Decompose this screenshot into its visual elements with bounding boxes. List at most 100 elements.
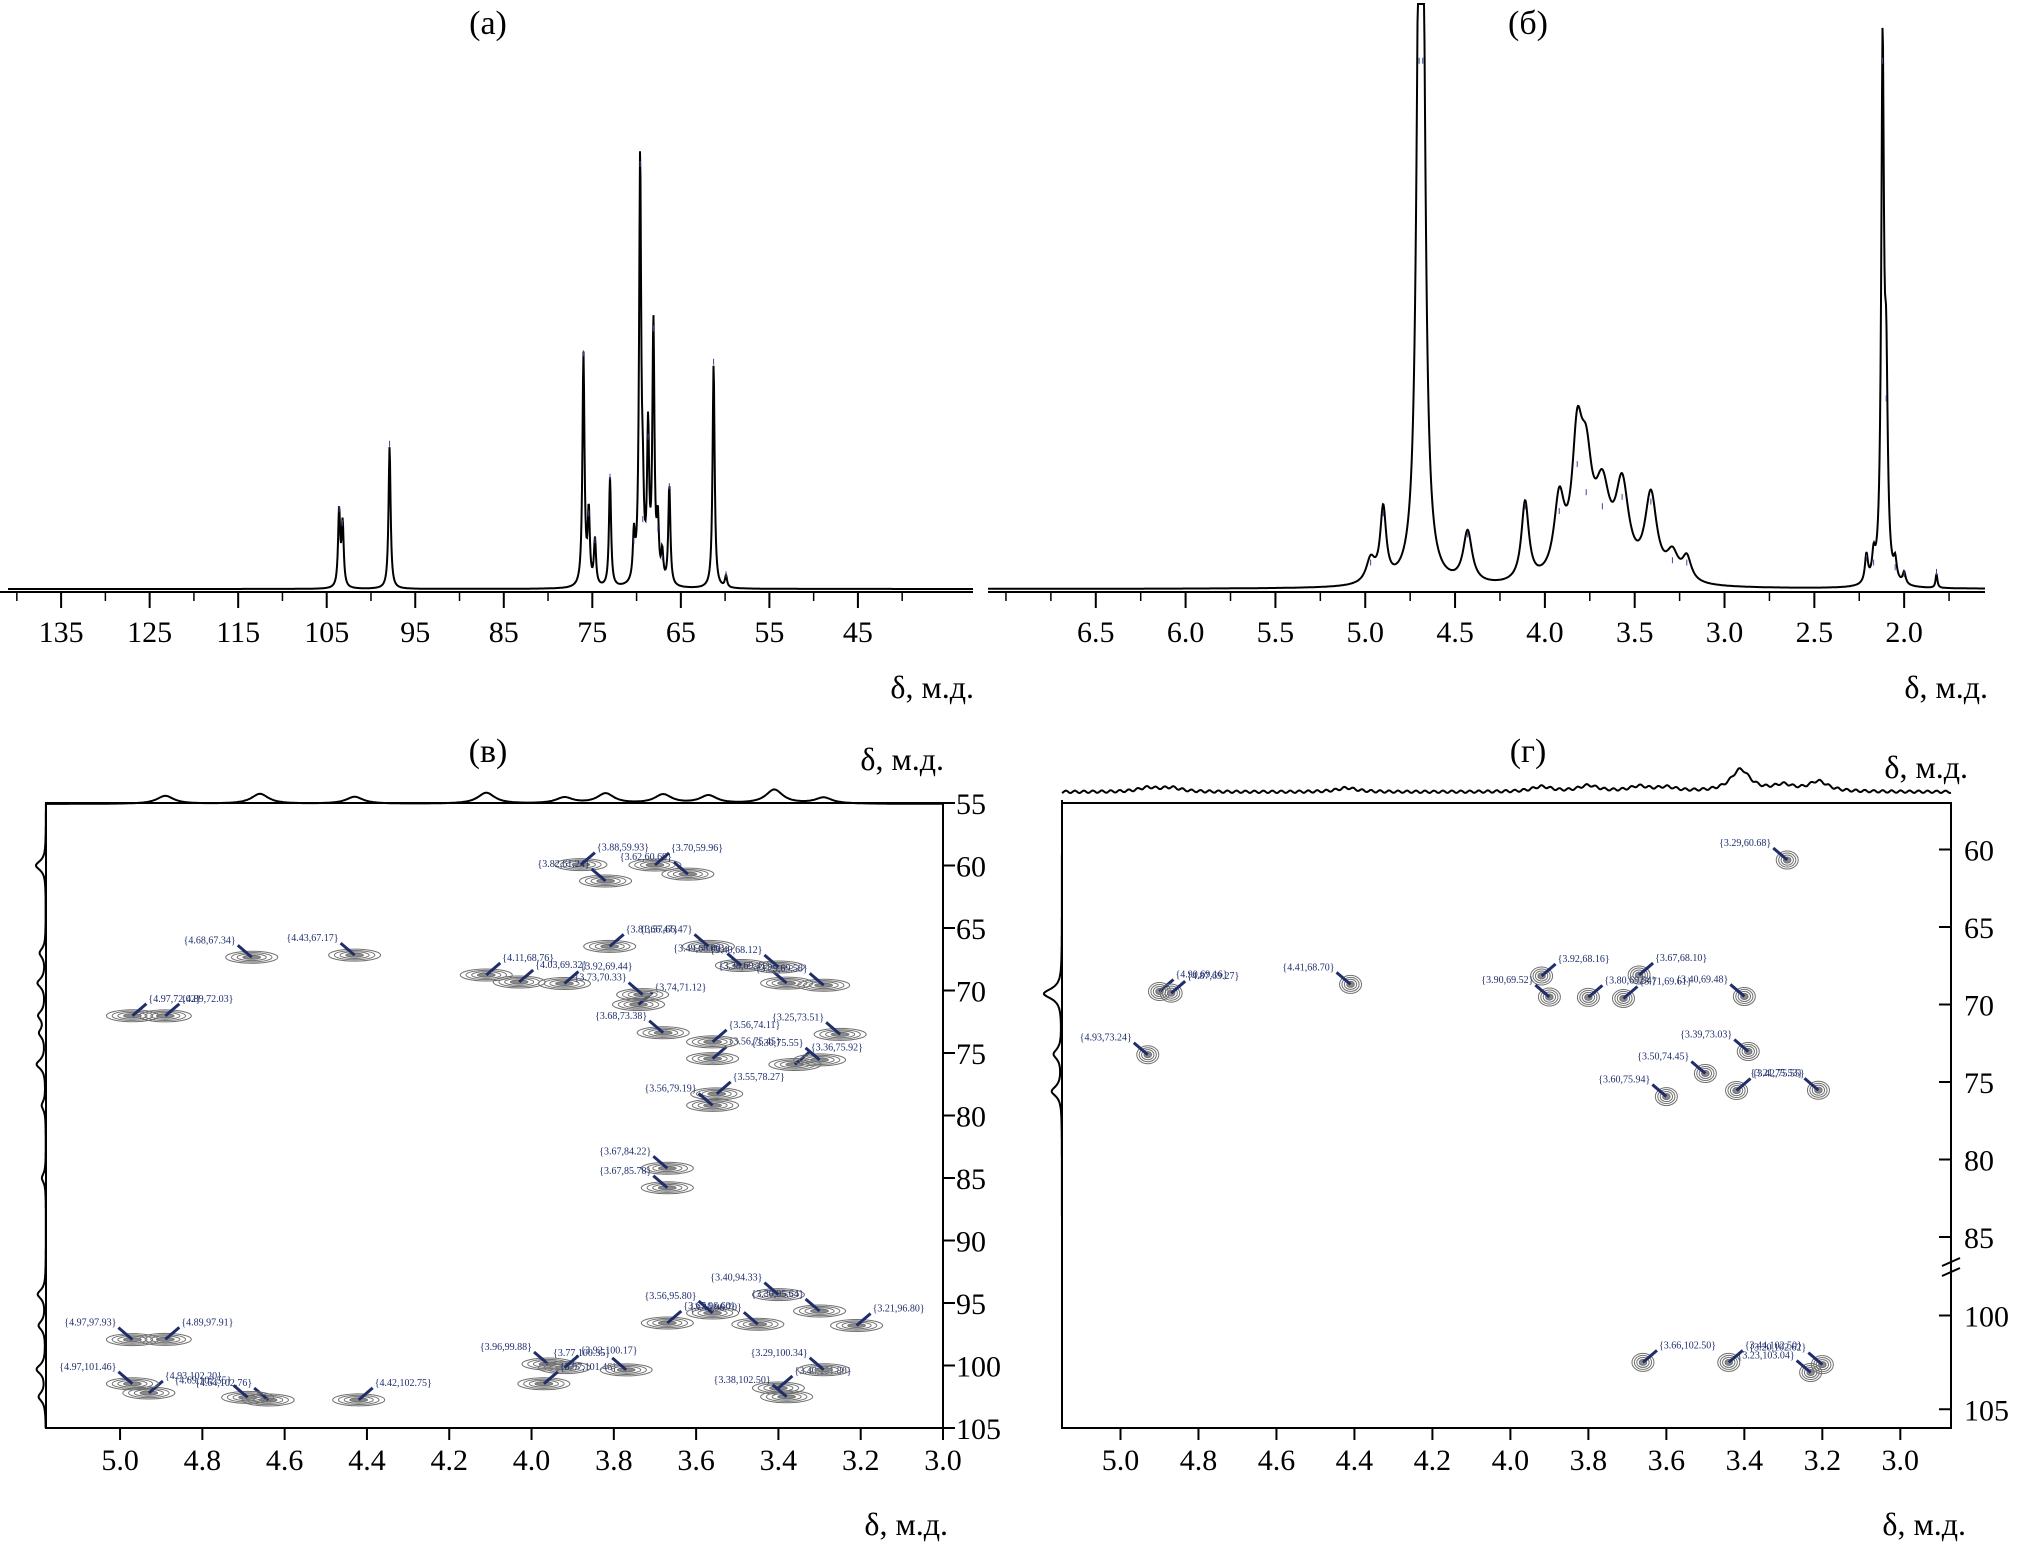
peak-label: {4.89,97.91} [181, 1317, 233, 1328]
panel-v-y-label: δ, м.д. [860, 741, 944, 777]
cross-peak: {3.29,60.68} [1719, 838, 1799, 870]
peak-label: {4.87,69.27} [1187, 971, 1239, 982]
contour-ring [1629, 967, 1649, 983]
cross-peak: {3.21,75.53} [1750, 1068, 1830, 1100]
contour-ring [1659, 1091, 1674, 1103]
peak-pointer [236, 944, 253, 959]
x-tick-label: 4.6 [266, 1444, 304, 1477]
contour-ring [117, 1379, 148, 1388]
contour-ring [1696, 1065, 1715, 1081]
contour-ring [627, 990, 658, 999]
peak-label: {4.97,72.02} [148, 994, 200, 1005]
peak-label: {3.92,68.16} [1558, 954, 1610, 965]
cross-peak: {3.55,78.27} [690, 1072, 785, 1101]
contour-ring [1136, 1045, 1160, 1065]
contour-ring [697, 1054, 728, 1063]
contour-ring [583, 939, 637, 953]
contour-ring [236, 953, 267, 962]
contour-ring [1778, 852, 1797, 868]
x-tick-label: 4.0 [1526, 616, 1564, 649]
peak-label: {3.40,94.33} [710, 1273, 762, 1284]
peak-pointer [518, 968, 535, 984]
contour-ring [686, 1098, 740, 1112]
top-projection [1061, 767, 1952, 795]
peak-pointer [726, 952, 743, 967]
cross-peak: {3.56,74.11} [686, 1020, 780, 1049]
peak-label: {4.11,68.76} [502, 953, 554, 964]
cross-peak: {3.92,100.17} [537, 1346, 638, 1375]
peak-pointer [117, 1326, 134, 1341]
contour-ring [751, 960, 805, 974]
y-tick-label: 105 [956, 1413, 1001, 1446]
peak-label: {3.21,96.80} [873, 1304, 925, 1315]
peak-label: {3.50,74.45} [1637, 1051, 1689, 1062]
y-tick-label: 55 [956, 788, 986, 821]
cross-peak: {3.42,75.55} [1725, 1069, 1805, 1101]
peak-label: {3.21,75.53} [1750, 1068, 1802, 1079]
peak-pointer [1641, 1349, 1658, 1364]
x-tick-label: 4.0 [1492, 1444, 1530, 1477]
x-tick-label: 75 [577, 616, 607, 649]
peak-pointer [533, 1350, 549, 1366]
peak-pointer [715, 1080, 732, 1096]
peak-label: {3.40,68.12} [710, 945, 762, 956]
contour-ring [1741, 1045, 1755, 1058]
y-tick-label: 95 [956, 1288, 986, 1321]
cross-peak: {3.66,102.50} [1631, 1340, 1716, 1372]
peak-pointer [590, 867, 607, 883]
panel-b-label: (б) [1508, 5, 1548, 42]
cross-peak: {3.40,68.12} [710, 945, 805, 974]
contour-ring [1627, 965, 1651, 985]
peak-pointer [131, 1002, 148, 1017]
y-tick-label: 70 [956, 976, 986, 1009]
peak-label: {3.80,69.54} [1604, 975, 1656, 986]
x-tick-label: 6.5 [1077, 616, 1115, 649]
contour-ring [765, 977, 808, 989]
contour-ring [221, 1390, 275, 1404]
contour-ring [616, 988, 670, 1002]
peak-label: {3.29,69.58} [756, 963, 808, 974]
peak-pointer [1540, 962, 1557, 978]
contour-ring [793, 1053, 847, 1067]
left-projection [35, 803, 47, 1429]
cross-peak: {3.77,100.35} [553, 1348, 653, 1377]
x-tick-label: 5.0 [101, 1444, 139, 1477]
contour-ring [751, 1288, 805, 1302]
contour-ring [731, 1317, 785, 1331]
contour-ring [1341, 976, 1360, 992]
panel-a-x-label: δ, м.д. [890, 669, 974, 705]
panel-v-contours: {3.70,59.96}{3.62,60.69}{3.88,59.93} {3.8… [59, 843, 925, 1407]
x-tick-label: 3.4 [760, 1444, 798, 1477]
cross-peak: {3.39,73.03} [1680, 1029, 1760, 1061]
contour-ring [1540, 989, 1559, 1005]
contour-ring [459, 968, 513, 982]
peak-pointer [653, 851, 670, 867]
contour-ring [757, 961, 800, 973]
contour-ring [1542, 991, 1557, 1003]
cross-peak: {3.80,69.54} [1576, 975, 1656, 1007]
contour-ring [793, 1304, 847, 1318]
peak-label: {4.41,68.70} [1282, 962, 1334, 973]
contour-ring [623, 1000, 654, 1009]
panel-g-x-label: δ, м.д. [1882, 1506, 1966, 1542]
peak-pointer [697, 1092, 714, 1107]
cross-peak: {3.21,96.80} [830, 1304, 925, 1332]
contour-ring [804, 1056, 835, 1064]
contour-ring [714, 959, 768, 972]
contour-ring [144, 1010, 187, 1022]
peak-label: {3.90,69.52} [1481, 975, 1533, 986]
x-tick-label: 55 [754, 616, 784, 649]
contour-ring [1727, 1083, 1746, 1099]
contour-ring [1576, 987, 1600, 1007]
peak-pointer [1795, 1359, 1812, 1374]
peak-label: {3.29,60.68} [1719, 838, 1771, 849]
cross-peak: {4.43,67.17} [286, 933, 382, 962]
peak-pointer [666, 1309, 683, 1325]
x-tick-label: 45 [843, 616, 873, 649]
contour-ring [802, 980, 845, 991]
contour-ring [105, 1377, 159, 1391]
contour-ring [523, 1378, 565, 1389]
panel-a-spectrum [8, 151, 973, 590]
x-tick-label: 2.0 [1885, 616, 1923, 649]
y-tick-label: 75 [956, 1038, 986, 1071]
